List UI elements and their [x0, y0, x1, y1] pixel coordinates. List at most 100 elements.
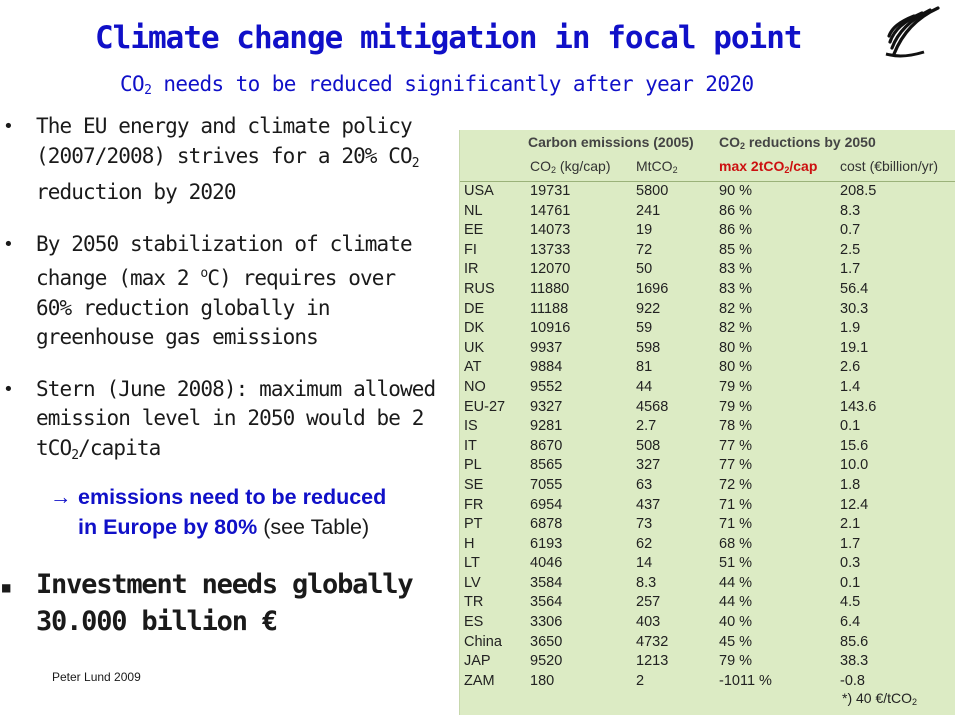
header-col-mtco2: MtCO2 [636, 158, 678, 175]
table-row: PL 8565 327 77 % 10.0 [460, 456, 955, 476]
table-header: Carbon emissions (2005) CO2 reductions b… [460, 130, 955, 182]
country-cell: IT [464, 437, 477, 454]
header-text: max 2tCO [719, 158, 785, 174]
cost-cell: 30.3 [840, 300, 869, 317]
header-subscript: 2 [672, 165, 678, 175]
table-row: PT 6878 73 71 % 2.1 [460, 515, 955, 535]
table-row: LT 4046 14 51 % 0.3 [460, 554, 955, 574]
mtco2-cell: 598 [636, 339, 661, 356]
table-row: ES 3306 403 40 % 6.4 [460, 613, 955, 633]
cost-cell: 0.3 [840, 555, 861, 572]
co2-per-cap-cell: 3650 [530, 633, 563, 650]
co2-per-cap-cell: 6878 [530, 516, 563, 533]
cost-cell: 6.4 [840, 614, 861, 631]
cost-cell: 0.7 [840, 222, 861, 239]
co2-per-cap-cell: 7055 [530, 476, 563, 493]
co2-per-cap-cell: 9520 [530, 653, 563, 670]
mtco2-cell: 437 [636, 496, 661, 513]
reduction-cell: 80 % [719, 359, 753, 376]
mtco2-cell: 19 [636, 222, 653, 239]
country-cell: ZAM [464, 672, 495, 689]
co2-per-cap-cell: 9327 [530, 398, 563, 415]
header-group-reductions: CO2 reductions by 2050 [719, 134, 876, 151]
country-cell: JAP [464, 653, 491, 670]
country-cell: SE [464, 476, 484, 493]
co2-per-cap-cell: 8565 [530, 457, 563, 474]
cost-cell: 2.6 [840, 359, 861, 376]
mtco2-cell: 59 [636, 320, 653, 337]
co2-per-cap-cell: 3564 [530, 594, 563, 611]
table-body: USA 19731 5800 90 % 208.5 NL 14761 241 86 % 8.3 EE… [460, 182, 955, 691]
reduction-cell: 68 % [719, 535, 753, 552]
footnote-subscript: 2 [912, 697, 918, 707]
reduction-cell: 85 % [719, 241, 753, 258]
reduction-cell: 79 % [719, 398, 753, 415]
bullet-text: reduction by 2020 [36, 180, 237, 204]
investment-statement: ■ Investment needs globally 30.000 billi… [0, 566, 414, 640]
co2-per-cap-cell: 4046 [530, 555, 563, 572]
table-row: DK 10916 59 82 % 1.9 [460, 319, 955, 339]
bullet-subscript: 2 [71, 447, 79, 463]
mtco2-cell: 4732 [636, 633, 669, 650]
header-divider [460, 181, 955, 182]
mtco2-cell: 1213 [636, 653, 669, 670]
bullet-subscript: 2 [411, 155, 420, 171]
co2-per-cap-cell: 3584 [530, 574, 563, 591]
footnote-text: *) 40 €/tCO [842, 690, 913, 706]
table-row: ZAM 180 2 -1011 % -0.8 [460, 672, 955, 692]
subtitle-subscript: 2 [144, 83, 152, 98]
reduction-cell: 82 % [719, 300, 753, 317]
co2-per-cap-cell: 3306 [530, 614, 563, 631]
co2-per-cap-cell: 19731 [530, 183, 571, 199]
reduction-cell: 78 % [719, 418, 753, 435]
cost-cell: 2.1 [840, 516, 861, 533]
mtco2-cell: 4568 [636, 398, 669, 415]
bullet-eu-policy: • The EU energy and climate policy (2007… [0, 112, 440, 208]
cost-cell: 15.6 [840, 437, 869, 454]
table-row: DE 11188 922 82 % 30.3 [460, 300, 955, 320]
co2-per-cap-cell: 9937 [530, 339, 563, 356]
footer-author: Peter Lund 2009 [52, 670, 141, 684]
cost-cell: 0.1 [840, 418, 861, 435]
mtco2-cell: 14 [636, 555, 653, 572]
mtco2-cell: 922 [636, 300, 661, 317]
country-cell: LT [464, 555, 480, 572]
mtco2-cell: 2.7 [636, 418, 657, 435]
slide-subtitle: CO2 needs to be reduced significantly af… [120, 72, 754, 98]
country-cell: DK [464, 320, 485, 337]
cost-cell: 1.7 [840, 535, 861, 552]
mtco2-cell: 81 [636, 359, 653, 376]
reduction-cell: 44 % [719, 594, 753, 611]
emphasis-bold-line1: emissions need to be reduced [78, 485, 387, 509]
reduction-cell: 83 % [719, 261, 753, 278]
country-cell: PT [464, 516, 483, 533]
cost-cell: 4.5 [840, 594, 861, 611]
country-cell: LV [464, 574, 481, 591]
bullet-superscript: o [200, 266, 208, 281]
cost-cell: 38.3 [840, 653, 869, 670]
header-text: CO [719, 134, 740, 150]
reduction-cell: 40 % [719, 614, 753, 631]
reduction-cell: 86 % [719, 222, 753, 239]
header-subscript: 2 [740, 141, 746, 151]
reduction-cell: 71 % [719, 516, 753, 533]
reduction-cell: 44 % [719, 574, 753, 591]
table-row: LV 3584 8.3 44 % 0.1 [460, 574, 955, 594]
reduction-cell: 79 % [719, 378, 753, 395]
table-footnote: *) 40 €/tCO2 [842, 690, 917, 707]
bullet-stern: • Stern (June 2008): maximum allowed emi… [0, 375, 440, 471]
co2-per-cap-cell: 12070 [530, 261, 571, 278]
co2-per-cap-cell: 6193 [530, 535, 563, 552]
cost-cell: 12.4 [840, 496, 869, 513]
cost-cell: 0.1 [840, 574, 861, 591]
country-cell: NL [464, 202, 483, 219]
table-row: China 3650 4732 45 % 85.6 [460, 633, 955, 653]
bullet-text: By 2050 stabilization of climate change … [36, 231, 413, 291]
bullet-2050-stabilization: • By 2050 stabilization of climate chang… [0, 230, 440, 353]
bullet-text: /capita [78, 435, 161, 460]
mtco2-cell: 50 [636, 261, 653, 278]
cost-cell: 1.8 [840, 476, 861, 493]
cost-cell: -0.8 [840, 672, 865, 689]
country-cell: FI [464, 241, 477, 258]
subtitle-text-post: needs to be reduced significantly after … [151, 72, 754, 96]
